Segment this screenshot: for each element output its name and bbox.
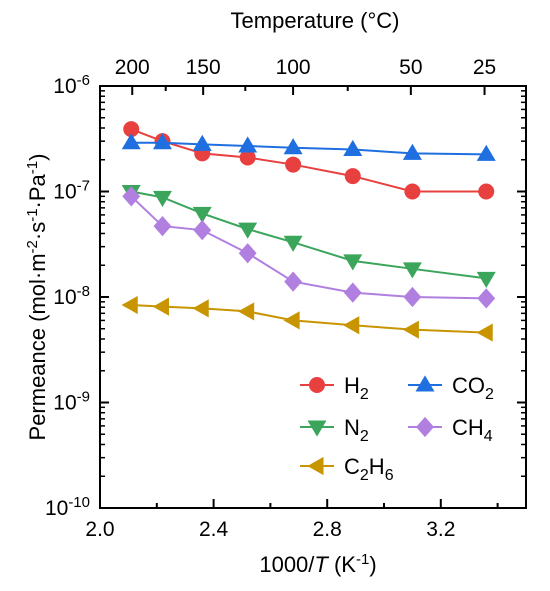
data-point-co2 [402,143,422,160]
legend-item-c2h6: C2H6 [300,454,394,484]
series-line-co2 [131,141,487,156]
y-tick-label: 10-7 [53,178,90,204]
legend-item-n2: N2 [300,415,369,445]
data-point-h2 [285,156,302,173]
data-point-n2 [283,235,303,252]
data-point-co2 [192,134,212,151]
data-point-ch4 [238,243,257,264]
top-tick-label: 50 [399,56,422,79]
data-point-co2 [238,136,258,153]
data-point-co2 [152,133,172,150]
series-line-c2h6 [131,303,487,334]
data-point-co2 [476,144,496,161]
legend-label: C2H6 [344,454,394,484]
y-axis-title: Permeance (mol·m-2·s-1·Pa-1) [24,154,50,441]
top-tick-label: 100 [276,56,311,79]
data-point-ch4 [343,282,362,303]
y-tick-label: 10-6 [53,72,90,98]
top-tick-label: 200 [115,56,150,79]
data-point-c2h6 [238,302,255,321]
x-tick-label: 2.0 [85,518,114,541]
y-tick-label: 10-10 [45,494,90,520]
data-point-c2h6 [192,299,209,318]
series-line-n2 [131,190,487,280]
data-point-c2h6 [476,323,493,342]
data-point-c2h6 [402,320,419,339]
y-tick-label: 10-9 [53,389,90,415]
data-point-c2h6 [343,316,360,335]
legend-marker [307,456,324,476]
data-point-n2 [343,254,363,271]
data-point-n2 [152,190,172,207]
data-point-ch4 [193,220,212,241]
data-point-n2 [476,271,496,289]
x-tick-label: 3.2 [426,518,455,541]
legend-label: H2 [344,373,369,403]
series-co2 [121,133,496,161]
data-point-h2 [344,168,361,185]
data-point-n2 [192,206,212,224]
data-point-h2 [478,183,495,200]
data-point-ch4 [477,288,496,309]
data-point-c2h6 [121,295,138,315]
x-tick-label: 2.4 [199,518,229,541]
top-tick-label: 150 [186,56,221,79]
data-point-c2h6 [152,297,169,316]
series-n2 [121,185,496,289]
series-line-h2 [130,128,487,193]
series-h2 [123,121,495,200]
data-point-ch4 [153,215,172,237]
series-c2h6 [121,295,493,342]
data-point-co2 [283,138,303,155]
legend-label: CO2 [452,373,494,403]
series-ch4 [122,186,496,309]
data-point-ch4 [403,286,422,308]
y-tick-label: 10-8 [53,283,90,309]
legend-label: CH4 [452,415,493,445]
top-tick-label: 25 [473,56,496,79]
legend-marker [416,416,434,438]
legend-item-ch4: CH4 [408,415,493,445]
data-point-h2 [404,183,421,200]
data-point-n2 [402,262,422,279]
data-point-ch4 [284,271,303,292]
legend-item-co2: CO2 [408,373,494,403]
top-axis-title: Temperature (°C) [231,8,400,33]
data-point-ch4 [122,186,141,207]
legend-item-h2: H2 [300,373,369,403]
x-tick-label: 2.8 [313,518,342,541]
data-point-co2 [343,139,363,157]
legend-marker [309,377,325,393]
data-point-c2h6 [283,311,300,330]
legend-label: N2 [344,415,369,445]
data-point-n2 [238,222,258,239]
legend-marker [307,420,327,437]
x-axis-title: 1000/T (K-1) [259,551,376,577]
legend-marker [415,375,435,392]
data-point-co2 [121,133,141,150]
